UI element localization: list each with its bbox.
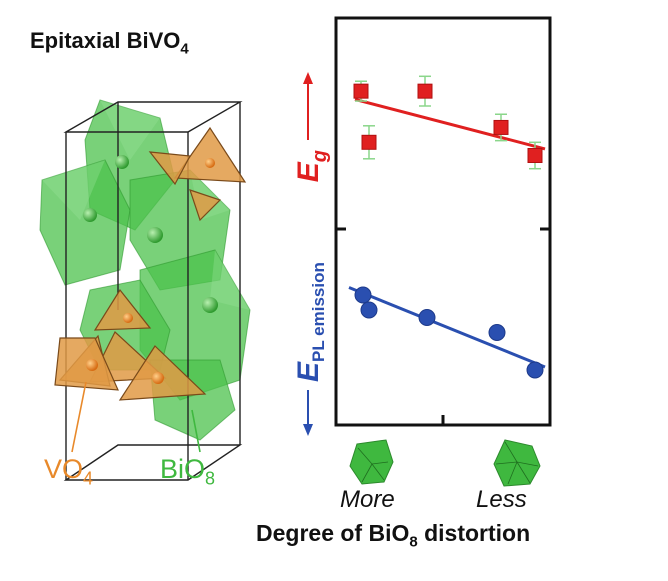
pl-fit-line (348, 286, 546, 369)
x-axis-label-post: distortion (417, 520, 531, 546)
pl-label-main: E (292, 361, 325, 382)
x-category-more: More (340, 486, 395, 513)
pl-point-4 (526, 361, 544, 379)
vo4-tetrahedra (54, 126, 247, 401)
bio8-facets (42, 100, 250, 310)
x-axis-label-sub: 8 (409, 533, 418, 551)
eg-point-0 (353, 83, 369, 99)
pl-label-sub: PL emission (309, 262, 328, 362)
svg-text:Eg: Eg (292, 150, 331, 182)
eg-point-2 (417, 83, 433, 99)
eg-label-sub: g (309, 150, 331, 163)
svg-text:EPL emission: EPL emission (292, 262, 328, 382)
pl-point-3 (488, 324, 506, 341)
plot-frame (334, 16, 552, 427)
x-axis-label: Degree of BiO8 distortion (256, 520, 530, 551)
pl-point-2 (418, 309, 436, 326)
eg-fit-line (354, 97, 546, 151)
vo4-label: VO4 (44, 454, 94, 489)
bio8-pointer (191, 409, 201, 453)
unit-cell (63, 101, 243, 481)
pl-axis-label: EPL emission (292, 262, 328, 436)
x-category-less: Less (476, 486, 527, 513)
vo4-centers (86, 158, 215, 384)
bio8-centers (83, 155, 218, 313)
more-distortion-icon (349, 439, 394, 485)
eg-point-4 (527, 148, 543, 163)
vo4-pointer (71, 381, 87, 453)
eg-label-main: E (292, 161, 325, 182)
eg-axis-label: Eg (292, 72, 331, 182)
pl-point-1 (360, 301, 378, 319)
bio8-label: BiO8 (160, 454, 216, 489)
figure-title: Epitaxial BiVO4 (30, 28, 189, 58)
eg-point-1 (361, 134, 377, 150)
crystal-structure-illustration (39, 99, 251, 481)
x-axis-label-pre: Degree of BiO (256, 520, 410, 546)
less-distortion-icon (493, 439, 541, 487)
eg-point-3 (493, 119, 509, 135)
pl-point-0 (354, 286, 372, 304)
